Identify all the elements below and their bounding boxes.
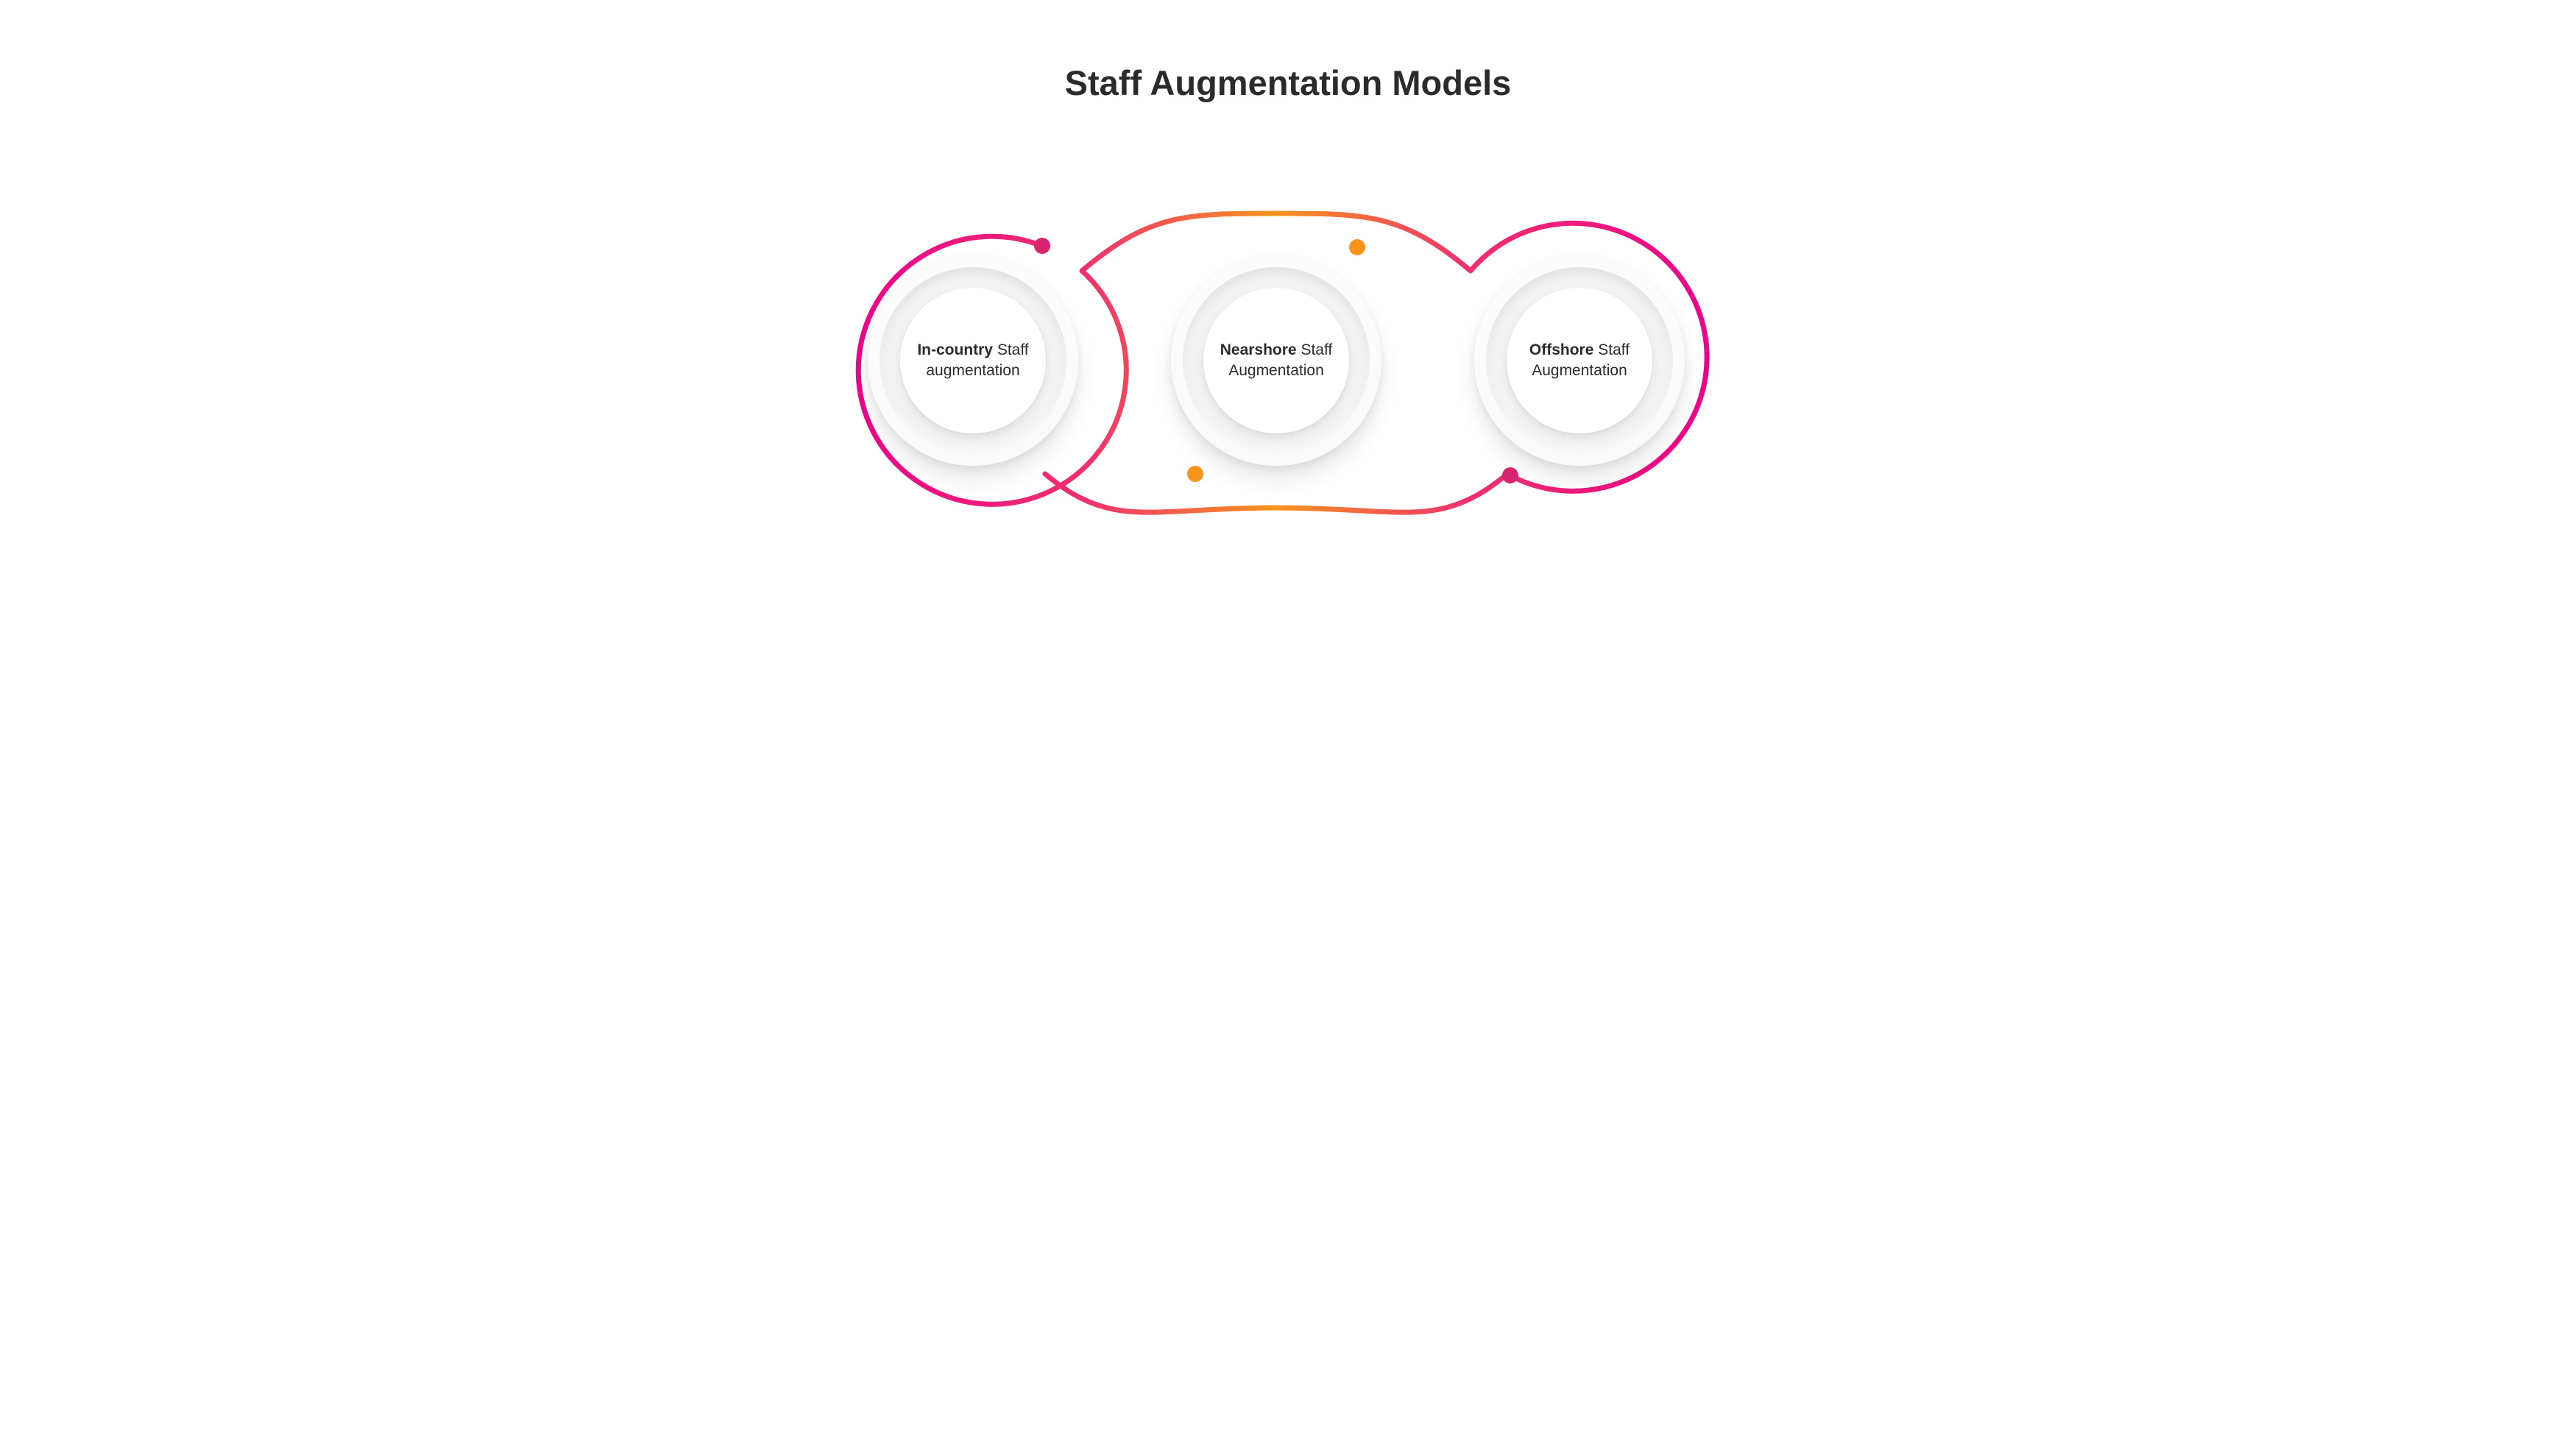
node-inner: In-country Staff augmentation xyxy=(900,288,1046,433)
path-end-dot xyxy=(1034,238,1050,254)
node-inner: Nearshore Staff Augmentation xyxy=(1203,288,1349,433)
model-node-nearshore: Nearshore Staff Augmentation xyxy=(1171,255,1381,466)
node-label-nearshore: Nearshore Staff Augmentation xyxy=(1203,340,1349,382)
model-node-in-country: In-country Staff augmentation xyxy=(868,255,1078,466)
path-end-dot xyxy=(1187,466,1203,482)
path-end-dot xyxy=(1502,467,1518,483)
model-node-offshore: Offshore Staff Augmentation xyxy=(1474,255,1685,466)
node-inner: Offshore Staff Augmentation xyxy=(1507,288,1652,433)
node-label-in-country: In-country Staff augmentation xyxy=(900,340,1046,382)
path-end-dot xyxy=(1349,239,1365,255)
node-label-offshore: Offshore Staff Augmentation xyxy=(1507,340,1652,382)
infographic-canvas: Staff Augmentation Models In-country Sta… xyxy=(752,0,1824,600)
